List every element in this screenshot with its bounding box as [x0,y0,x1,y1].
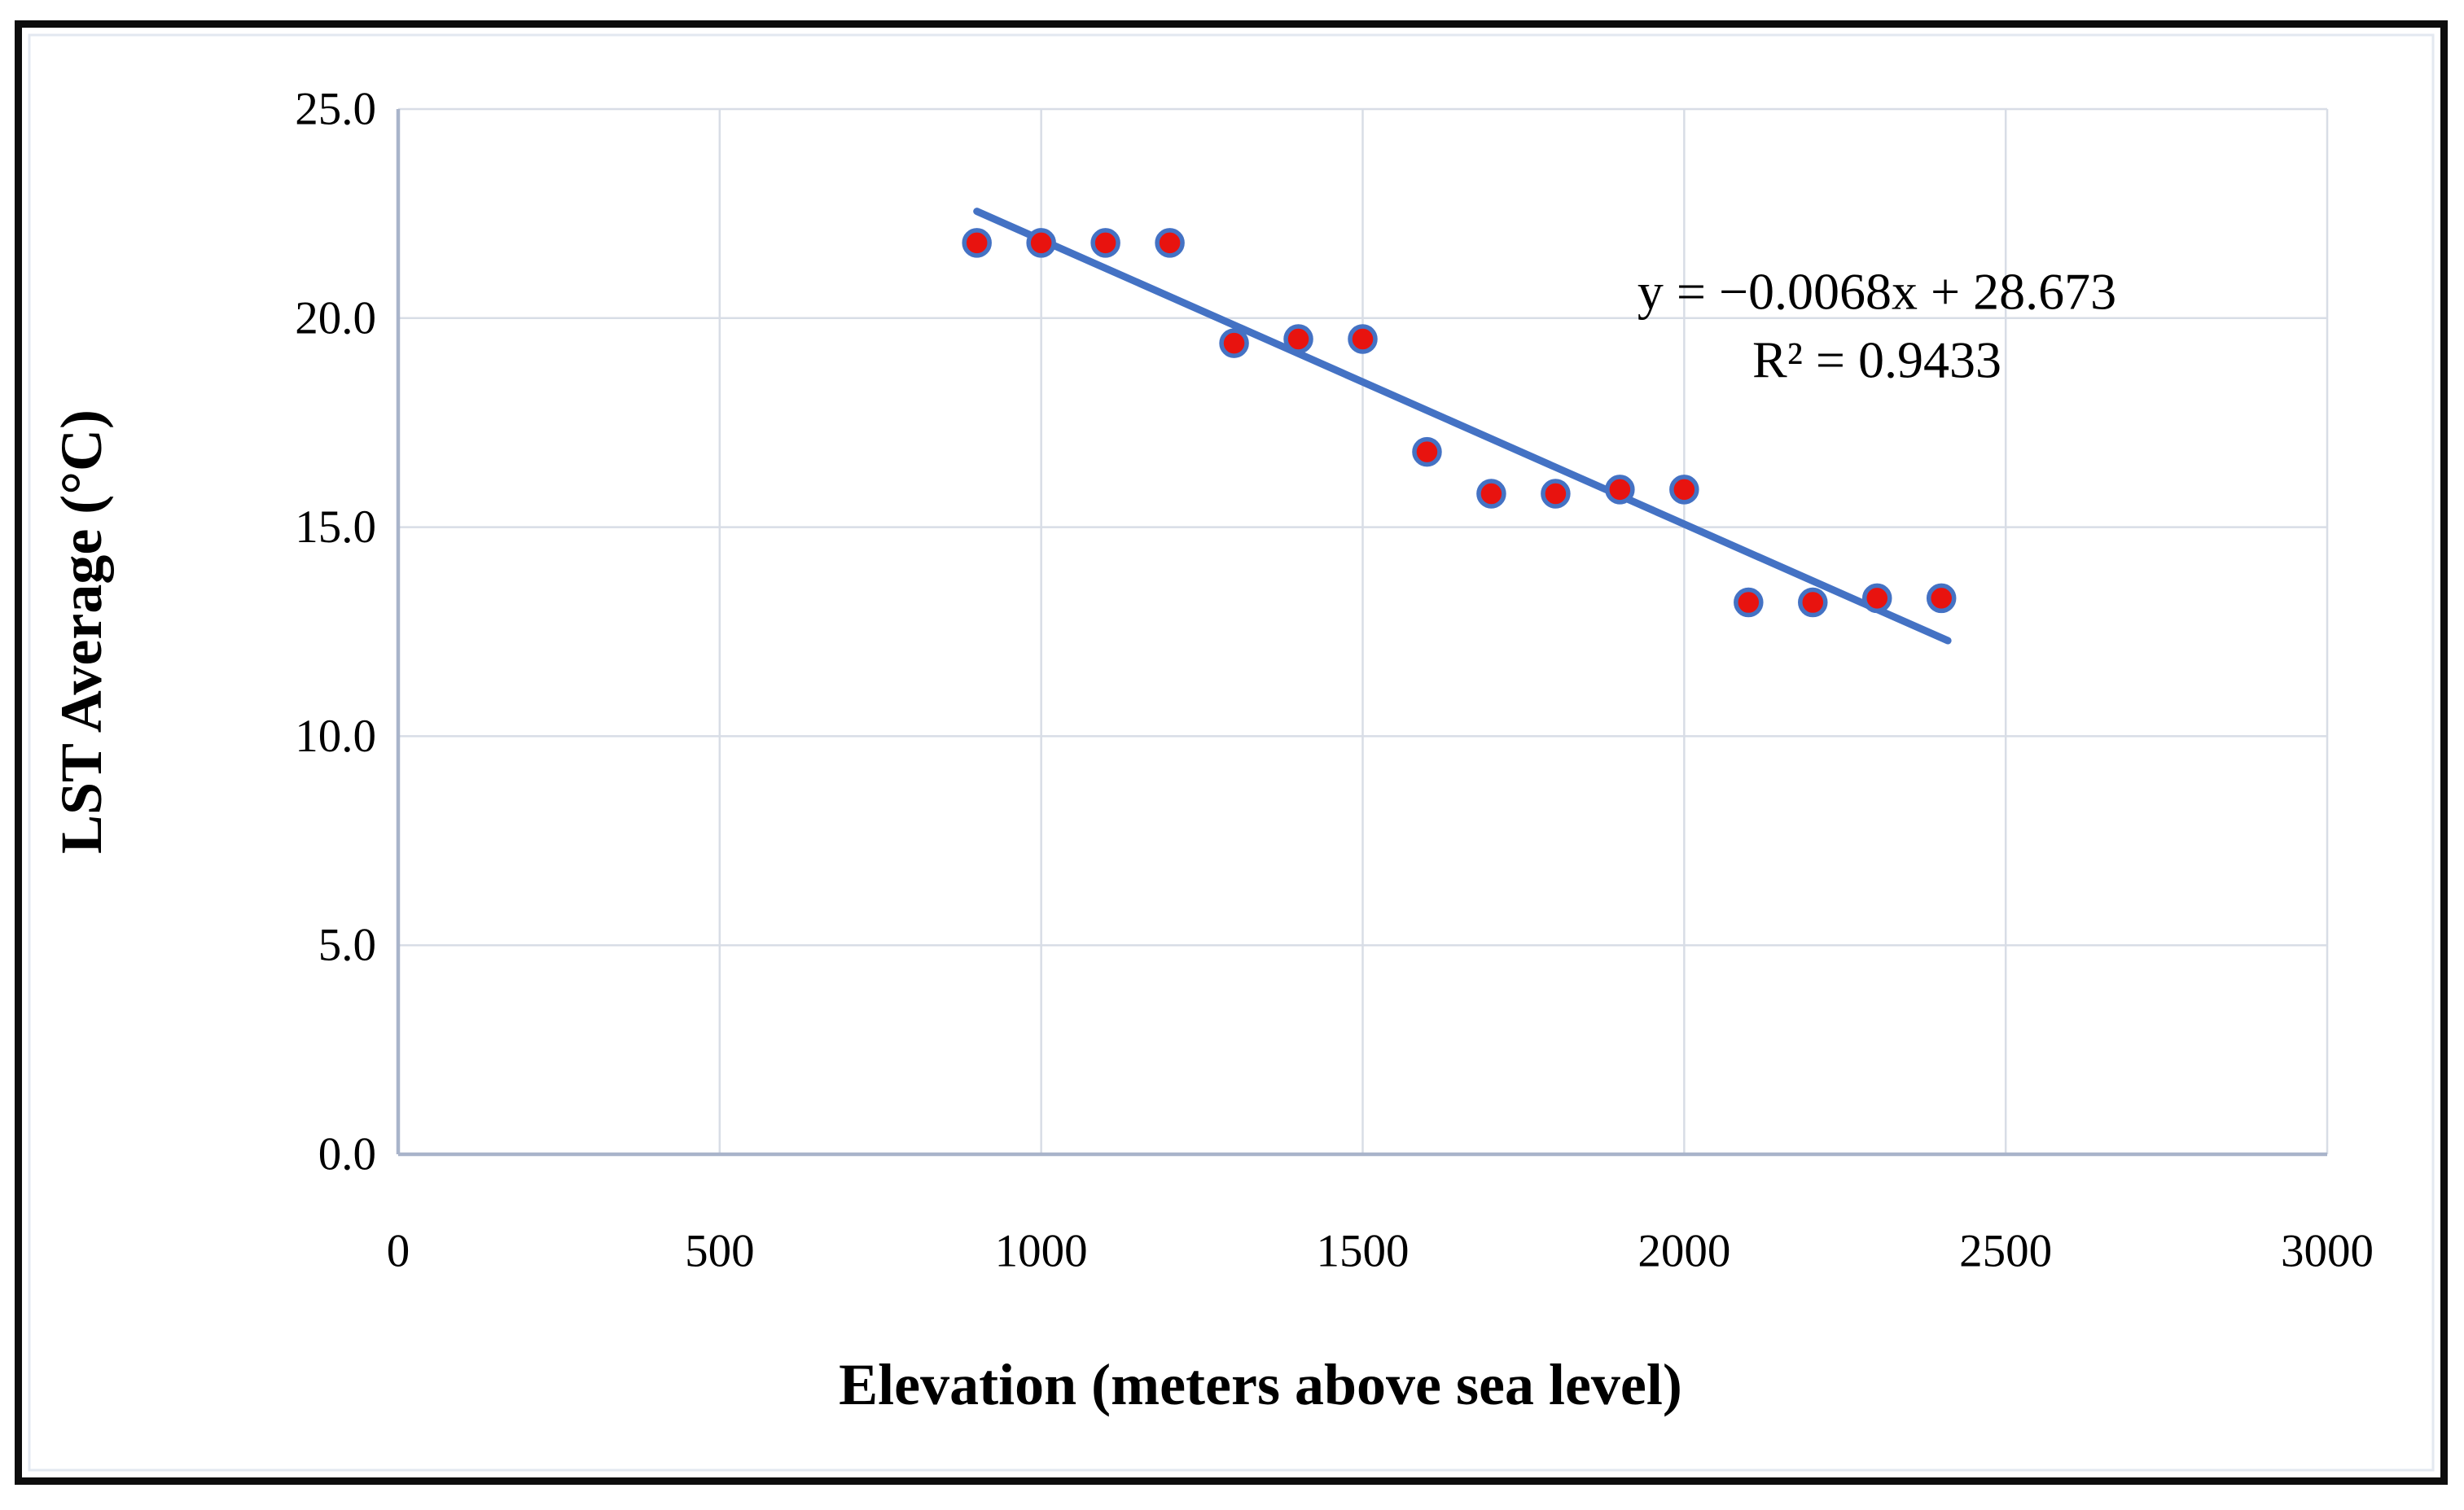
data-point [1283,324,1313,354]
trendline [973,208,1952,645]
y-tick-label: 0.0 [318,1129,376,1180]
r-squared-label: R² = 0.9433 [1752,331,2001,389]
data-point [1669,475,1699,505]
x-tick-label: 3000 [2281,1226,2374,1277]
data-point [1155,228,1185,258]
data-point [1798,587,1828,618]
chart-area-border [28,33,2435,1472]
data-point [962,228,992,258]
x-tick-label: 2000 [1638,1226,1730,1277]
x-tick-label: 2500 [1959,1226,2052,1277]
data-point [1734,587,1764,618]
x-tick-label: 1500 [1317,1226,1410,1277]
gridlines [398,107,2329,1154]
x-axis-title: Elevation (meters above sea level) [839,1352,1682,1417]
figure-border [15,20,2448,1485]
data-point [1926,583,1957,614]
y-tick-label: 10.0 [295,711,376,762]
x-tick-label: 1000 [995,1226,1088,1277]
data-point [1476,479,1506,509]
data-series [962,208,1957,645]
y-tick-label: 20.0 [295,292,376,344]
x-tick-label: 0 [387,1226,410,1277]
trendline-equation: y = −0.0068x + 28.673 [1638,263,2116,321]
y-tick-label: 15.0 [295,501,376,553]
data-point [1861,583,1892,614]
data-point [1090,228,1120,258]
data-point [1412,436,1442,467]
data-point [1541,479,1571,509]
data-point [1605,475,1635,505]
x-tick-label: 500 [685,1226,755,1277]
data-point [1348,324,1378,354]
y-tick-label: 5.0 [318,920,376,971]
tick-labels: 0 500 1000 1500 2000 2500 3000 0.0 5.0 10.0 15.0 20… [295,84,2374,1277]
data-point [1026,228,1056,258]
data-point [1219,328,1249,358]
y-axis-title: LST Average (°C) [49,409,114,854]
y-tick-label: 25.0 [295,84,376,135]
axis-lines [396,109,2327,1157]
